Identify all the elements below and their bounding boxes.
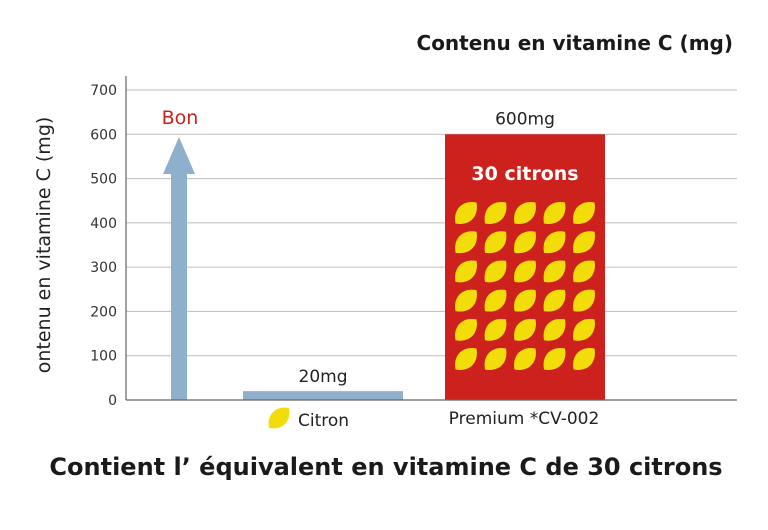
y-tick-label: 0 [108,393,117,409]
lemon-icon [514,318,536,341]
lemon-icon [573,289,595,312]
lemon-icon [268,407,290,429]
lemon-icon [484,289,507,312]
y-tick-label: 100 [90,349,117,365]
y-tick-label: 200 [90,304,117,320]
arrow-shaft [171,172,187,400]
y-axis-label: ontenu en vitamine C (mg) [33,117,55,374]
y-tick-label: 400 [90,216,117,232]
lemon-icon [573,231,595,254]
lemon-icon [484,318,507,341]
y-tick-label: 600 [90,127,117,143]
lemon-icon [484,260,507,283]
good-arrow [163,137,195,400]
arrow-head [163,137,195,174]
lemon-icon [573,202,595,224]
lemon-icon [543,202,566,224]
lemon-icon [268,407,290,429]
chart-subtitle: Contient l’ équivalent en vitamine C de … [49,453,722,481]
lemon-icon [455,202,477,224]
lemon-icon [514,231,536,254]
lemon-icon [455,348,477,370]
chart-title: Contenu en vitamine C (mg) [417,31,733,55]
lemon-icon [543,260,566,283]
category-label-citron: Citron [298,411,349,431]
lemon-icon [455,289,477,312]
lemon-icon [573,348,595,370]
category-label-premium: Premium *CV-002 [449,409,600,429]
lemon-icon [484,348,507,370]
lemon-icon [455,318,477,341]
y-tick-label: 300 [90,260,117,276]
lemon-icon [573,260,595,283]
data-label: 600mg [495,109,555,129]
lemon-icon [514,289,536,312]
lemon-icon [543,318,566,341]
arrow-label: Bon [162,107,199,129]
lemon-icon [484,202,507,224]
y-tick-label: 700 [90,83,117,99]
bar-citron [243,391,403,400]
y-tick-labels: 0 100 200 300 400 500 600 700 [90,83,117,409]
lemon-icon [455,260,477,283]
lemon-icon [514,260,536,283]
lemon-icon [543,348,566,370]
lemon-icon [514,348,536,370]
lemon-icon [455,231,477,254]
category-citron: Citron [268,407,349,431]
lemon-icon [543,231,566,254]
data-label: 20mg [299,367,348,387]
lemon-icon [543,289,566,312]
y-tick-label: 500 [90,172,117,188]
bar-inner-label: 30 citrons [471,163,578,185]
lemon-icon [484,231,507,254]
gridlines [126,89,737,357]
lemon-grid [455,202,595,370]
lemon-icon [573,318,595,341]
lemon-icon [514,202,536,224]
